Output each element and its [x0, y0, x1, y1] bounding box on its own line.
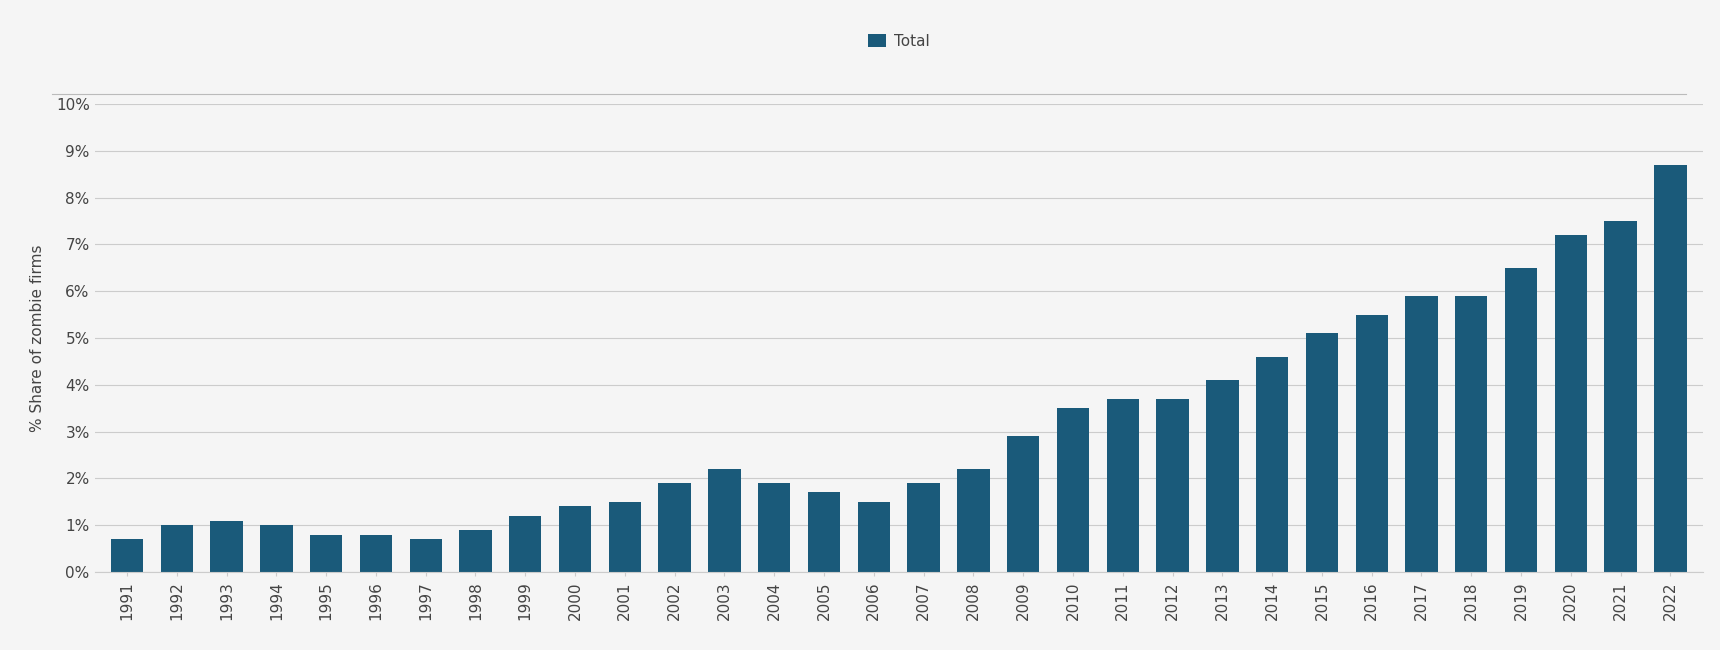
Bar: [1355, 315, 1388, 572]
Bar: [310, 534, 342, 572]
Bar: [1405, 296, 1438, 572]
Bar: [709, 469, 741, 572]
Bar: [1256, 357, 1288, 572]
Bar: [958, 469, 989, 572]
Bar: [609, 502, 642, 572]
Bar: [1305, 333, 1338, 572]
Bar: [1655, 165, 1687, 572]
Bar: [1555, 235, 1588, 572]
Bar: [110, 540, 143, 572]
Bar: [1605, 221, 1637, 572]
Bar: [1006, 436, 1039, 572]
Legend: Total: Total: [862, 27, 936, 55]
Y-axis label: % Share of zombie firms: % Share of zombie firms: [29, 244, 45, 432]
Bar: [908, 483, 939, 572]
Bar: [759, 483, 791, 572]
Bar: [659, 483, 691, 572]
Bar: [1106, 399, 1139, 572]
Bar: [1206, 380, 1238, 572]
Bar: [459, 530, 492, 572]
Bar: [858, 502, 889, 572]
Bar: [1505, 268, 1538, 572]
Bar: [1156, 399, 1189, 572]
Bar: [1056, 408, 1089, 572]
Bar: [260, 525, 292, 572]
Bar: [808, 493, 839, 572]
Bar: [559, 506, 592, 572]
Bar: [509, 516, 542, 572]
Bar: [160, 525, 193, 572]
Bar: [210, 521, 243, 572]
Bar: [1455, 296, 1488, 572]
Bar: [359, 534, 392, 572]
Bar: [409, 540, 442, 572]
